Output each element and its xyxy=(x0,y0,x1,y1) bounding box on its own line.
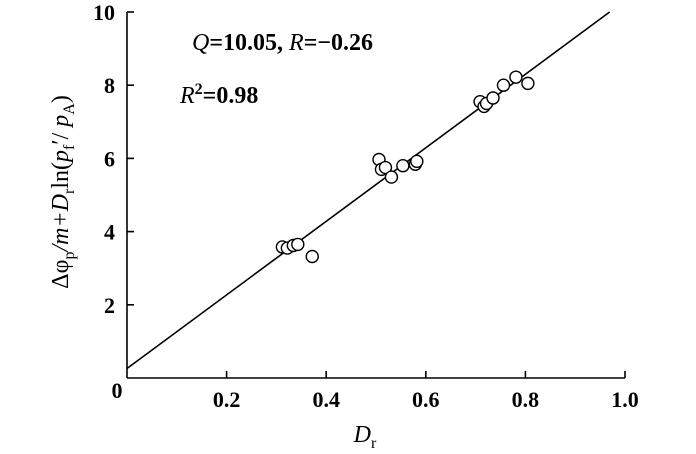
data-point xyxy=(486,91,500,105)
y-tick-label: 6 xyxy=(104,146,115,171)
data-point xyxy=(496,78,511,92)
r2-superscript: 2 xyxy=(195,81,203,98)
origin-tick-label: 0 xyxy=(112,378,123,403)
separator: , xyxy=(277,30,283,56)
data-point xyxy=(384,170,399,184)
data-point xyxy=(396,159,410,173)
y-tick-label: 2 xyxy=(104,293,115,318)
x-axis-title: Dr xyxy=(353,422,377,452)
y-title-close: ) xyxy=(48,95,74,103)
y-title-prime-slash: ′/ xyxy=(48,127,74,145)
data-point xyxy=(521,76,535,91)
y-title-sub-r: r xyxy=(61,188,78,194)
y-title-sub-f: f xyxy=(61,144,78,150)
data-point xyxy=(378,160,393,175)
data-point xyxy=(305,249,319,264)
y-tick-label: 10 xyxy=(93,0,115,25)
y-title-ln: ln( xyxy=(48,162,74,189)
y-tick-label: 8 xyxy=(104,73,115,98)
fit-parameters-annotation: Q=10.05, R=−0.26 xyxy=(192,30,373,56)
y-title-p: p xyxy=(48,150,74,164)
r-label: R xyxy=(288,30,304,56)
y-title-sub-a: A xyxy=(61,103,78,115)
r-squared-annotation: R2=0.98 xyxy=(179,81,258,109)
y-title-sub-p: p xyxy=(61,252,78,260)
r-value: =−0.26 xyxy=(304,30,373,56)
data-point xyxy=(509,70,523,84)
y-axis-title: Δφp/m+Drln(pf′/ pA) xyxy=(48,95,78,289)
x-tick-label: 0.2 xyxy=(213,387,241,412)
y-title-delta-phi: Δφ xyxy=(48,260,74,289)
x-tick-label: 0.6 xyxy=(412,387,440,412)
x-title-sub-r: r xyxy=(371,435,377,452)
data-point xyxy=(291,237,305,252)
r2-label: R xyxy=(179,83,195,109)
y-title-d: D xyxy=(48,194,74,212)
x-tick-label: 0.8 xyxy=(512,387,540,412)
y-title-slash-m: /m+ xyxy=(48,211,74,253)
axis-ticks xyxy=(127,11,626,378)
y-title-p2: p xyxy=(48,115,74,129)
q-value: =10.05 xyxy=(209,30,277,56)
axes xyxy=(126,12,625,379)
x-title-d: D xyxy=(353,422,371,448)
axis-tick-labels: 0.2 0.4 0.6 0.8 1.0 2 4 6 8 10 xyxy=(93,0,639,412)
r2-value: =0.98 xyxy=(203,83,259,109)
y-tick-label: 4 xyxy=(104,220,115,245)
x-tick-label: 0.4 xyxy=(312,387,340,412)
q-label: Q xyxy=(192,30,209,56)
data-point xyxy=(410,154,424,169)
x-tick-label: 1.0 xyxy=(611,387,639,412)
data-points xyxy=(275,70,535,264)
regression-line xyxy=(126,11,611,370)
